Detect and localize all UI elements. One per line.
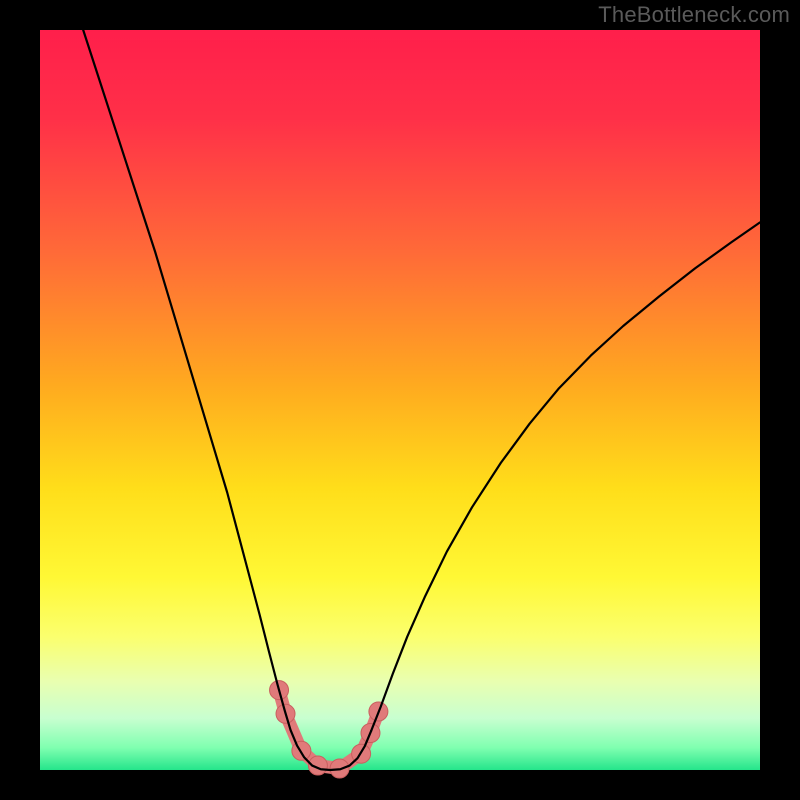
bottleneck-chart <box>0 0 800 800</box>
watermark-text: TheBottleneck.com <box>598 2 790 28</box>
chart-container: TheBottleneck.com <box>0 0 800 800</box>
plot-background <box>40 30 760 770</box>
